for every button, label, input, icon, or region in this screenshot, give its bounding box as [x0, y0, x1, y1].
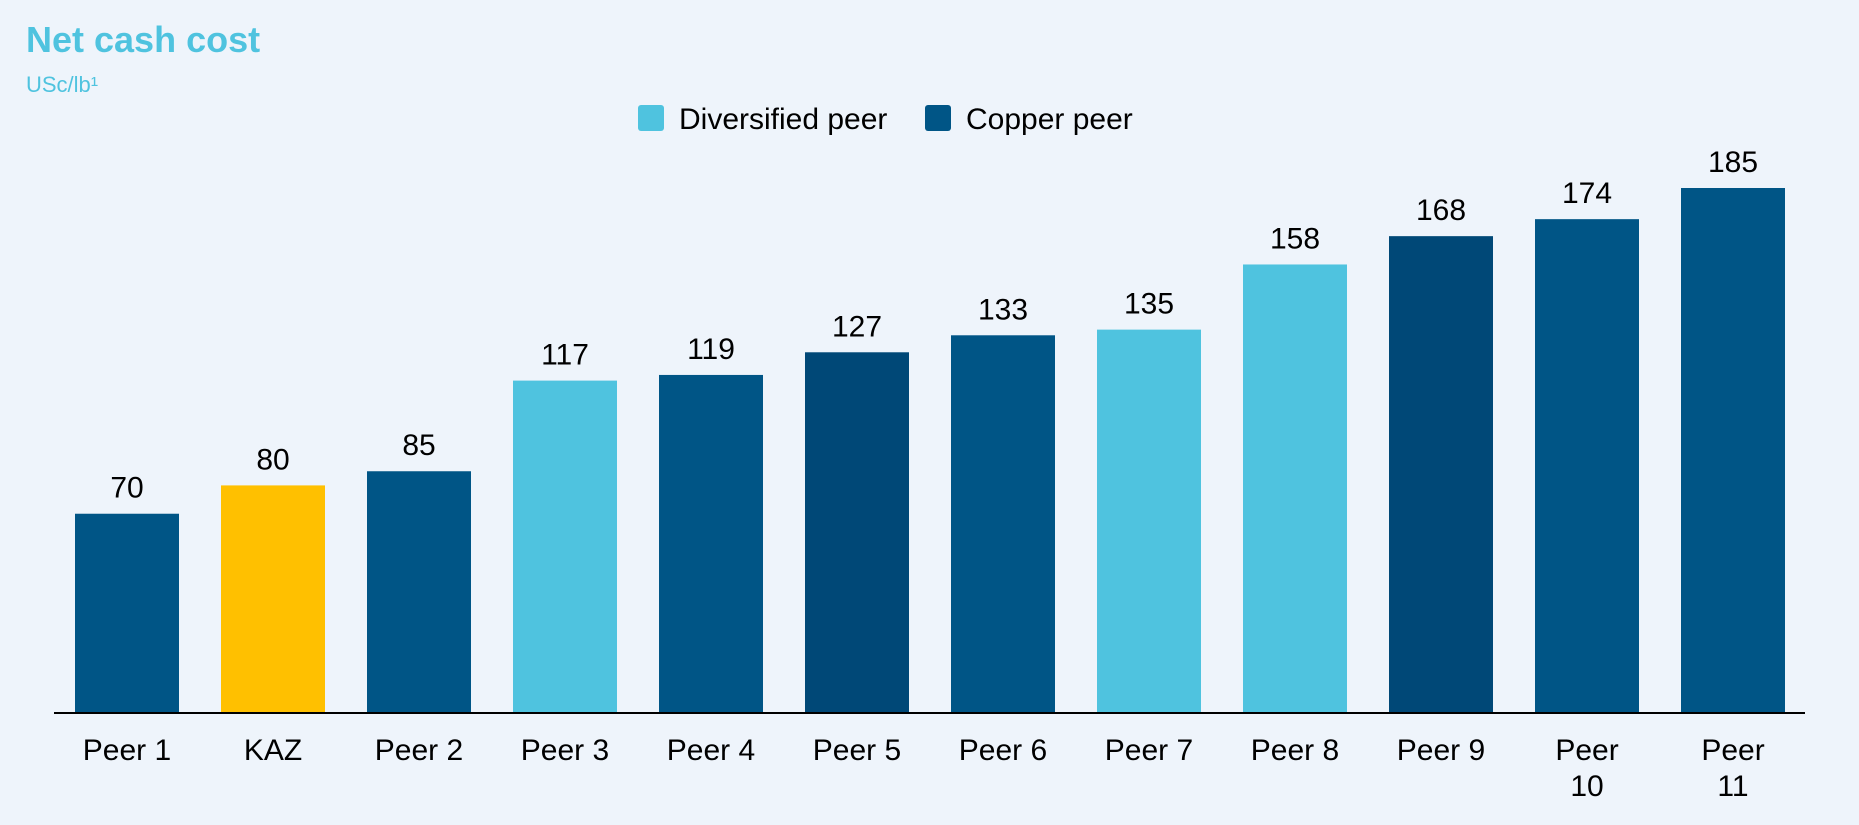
value-label: 168	[1416, 194, 1466, 227]
x-tick-label: Peer 3	[520, 734, 610, 767]
value-label: 158	[1270, 222, 1320, 255]
value-label: 80	[256, 443, 289, 476]
bar	[75, 513, 179, 712]
legend-label: Copper peer	[966, 103, 1133, 136]
legend-swatch	[638, 105, 664, 131]
x-tick-label: Peer 8	[1250, 734, 1340, 767]
bar	[1097, 329, 1201, 712]
chart-subtitle: USc/lb¹	[26, 72, 98, 97]
bar	[1681, 188, 1785, 712]
x-tick-label: Peer 6	[958, 734, 1048, 767]
bar	[1389, 236, 1493, 712]
chart-title: Net cash cost	[26, 19, 260, 60]
bar	[805, 352, 909, 712]
x-tick-label: Peer 2	[374, 734, 464, 767]
value-label: 70	[110, 472, 143, 505]
value-label: 85	[402, 429, 435, 462]
value-label: 133	[978, 293, 1028, 326]
x-tick-label: Peer 1	[82, 734, 172, 767]
x-tick-label: KAZ	[243, 734, 303, 767]
value-label: 135	[1124, 288, 1174, 321]
bar	[951, 335, 1055, 712]
bar	[1243, 264, 1347, 712]
bar	[1535, 219, 1639, 713]
legend-swatch	[925, 105, 951, 131]
x-tick-label: Peer 4	[666, 734, 756, 767]
x-tick-label: Peer 7	[1104, 734, 1194, 767]
value-label: 127	[832, 310, 882, 343]
x-tick-label: Peer 10	[1555, 734, 1619, 803]
bar	[513, 380, 617, 712]
value-label: 185	[1708, 146, 1758, 179]
bar	[221, 485, 325, 712]
x-tick-label: Peer 9	[1396, 734, 1486, 767]
value-label: 117	[541, 339, 589, 372]
x-tick-label: Peer 11	[1701, 734, 1765, 803]
legend-label: Diversified peer	[679, 103, 887, 136]
bar	[659, 374, 763, 712]
bar	[367, 471, 471, 712]
value-label: 119	[687, 333, 735, 366]
x-tick-label: Peer 5	[812, 734, 902, 767]
value-label: 174	[1562, 177, 1612, 210]
